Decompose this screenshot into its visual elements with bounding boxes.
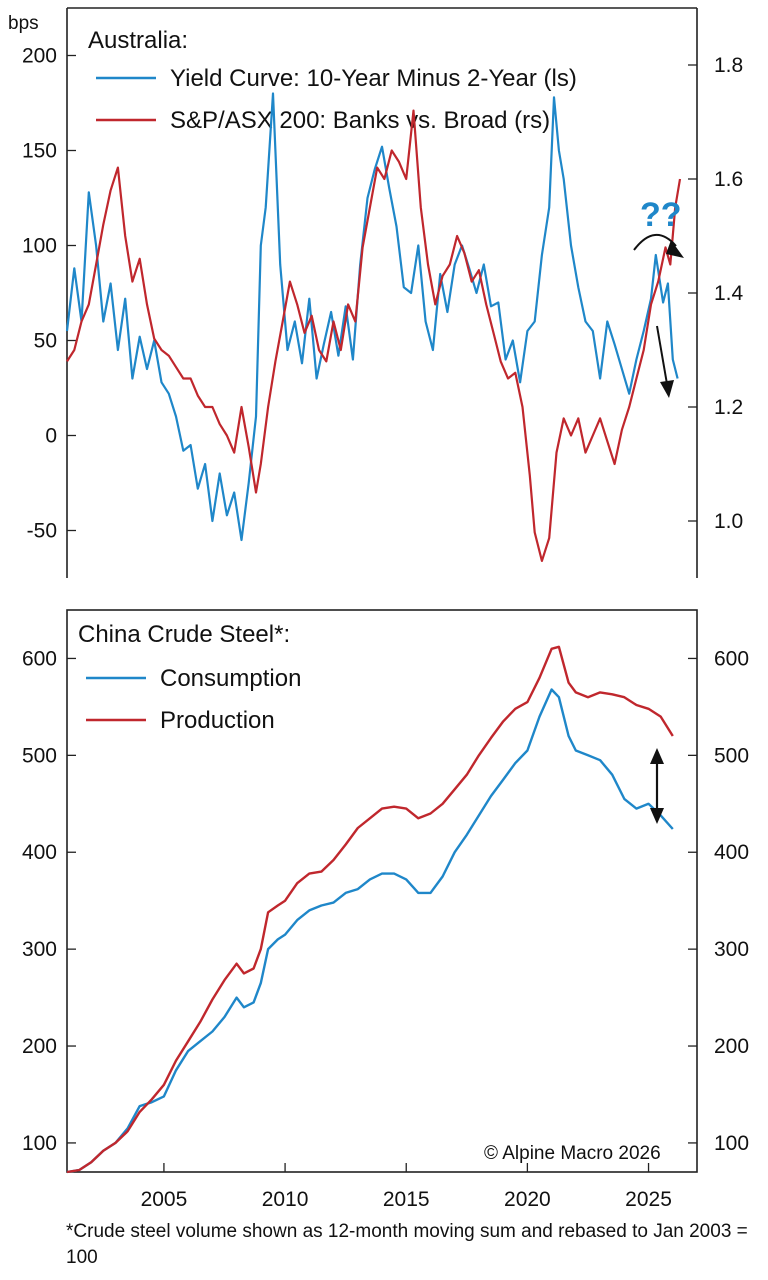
bottom-left-tick-label: 600 <box>22 647 57 670</box>
bottom-left-tick-label: 200 <box>22 1035 57 1058</box>
bottom-left-tick-label: 500 <box>22 744 57 767</box>
x-axis-tick-label: 2025 <box>625 1188 672 1211</box>
top-right-tick-label: 1.8 <box>714 54 743 77</box>
top-chart-title: Australia: <box>88 27 188 54</box>
top-left-tick-label: 0 <box>45 425 57 448</box>
legend-label-banks: S&P/ASX 200: Banks vs. Broad (rs) <box>170 107 550 134</box>
x-axis-tick-group: 2005 2010 2015 2020 2025 <box>141 1163 672 1211</box>
consumption-series-line <box>66 688 674 1174</box>
chart-area: -50 0 50 100 150 200 1.0 1.2 1.4 1.6 1.8 bps Aust… <box>8 7 749 1211</box>
top-panel: -50 0 50 100 150 200 1.0 1.2 1.4 1.6 1.8 bps Aust… <box>8 7 744 578</box>
bottom-right-tick-label: 300 <box>714 938 749 961</box>
credit-label: © Alpine Macro 2026 <box>484 1143 661 1164</box>
bottom-frame <box>66 609 698 1173</box>
legend-label-yield-curve: Yield Curve: 10-Year Minus 2-Year (ls) <box>170 65 577 92</box>
top-right-tick-label: 1.0 <box>714 510 743 533</box>
gap-arrow-down-head-icon <box>650 808 664 824</box>
bottom-panel: 100 200 300 400 500 600 100 200 300 400 500 600 20… <box>22 609 749 1211</box>
x-axis-tick-label: 2005 <box>141 1188 188 1211</box>
bps-unit-label: bps <box>8 13 39 34</box>
banks-series-line <box>66 109 682 562</box>
bottom-right-tick-group: 100 200 300 400 500 600 <box>688 647 749 1155</box>
production-series-line <box>66 645 674 1174</box>
bottom-left-tick-group: 100 200 300 400 500 600 <box>22 647 76 1155</box>
x-axis-tick-label: 2020 <box>504 1188 551 1211</box>
bottom-right-tick-label: 500 <box>714 744 749 767</box>
bottom-left-tick-label: 100 <box>22 1132 57 1155</box>
top-left-tick-label: 200 <box>22 45 57 68</box>
legend-label-production: Production <box>160 707 275 734</box>
top-left-tick-label: -50 <box>27 520 57 543</box>
x-axis-tick-label: 2015 <box>383 1188 430 1211</box>
top-right-tick-label: 1.4 <box>714 282 744 305</box>
top-left-tick-label: 100 <box>22 235 57 258</box>
curved-arrow-head-icon <box>666 240 684 258</box>
bottom-right-tick-label: 400 <box>714 841 749 864</box>
top-left-tick-label: 150 <box>22 140 57 163</box>
legend-label-consumption: Consumption <box>160 665 301 692</box>
top-left-tick-label: 50 <box>34 330 57 353</box>
bottom-right-tick-label: 600 <box>714 647 749 670</box>
footnote: *Crude steel volume shown as 12-month mo… <box>66 1221 748 1268</box>
gap-arrow-up-head-icon <box>650 748 664 764</box>
x-axis-tick-label: 2010 <box>262 1188 309 1211</box>
down-arrow-annotation <box>656 325 668 385</box>
question-mark-annotation: ?? <box>640 196 682 234</box>
bottom-chart-title: China Crude Steel*: <box>78 621 290 648</box>
yield-curve-series-line <box>65 92 679 542</box>
top-right-tick-label: 1.2 <box>714 396 743 419</box>
bottom-right-tick-label: 200 <box>714 1035 749 1058</box>
bottom-right-tick-label: 100 <box>714 1132 749 1155</box>
bottom-left-tick-label: 300 <box>22 938 57 961</box>
top-right-tick-label: 1.6 <box>714 168 743 191</box>
top-left-tick-group: -50 0 50 100 150 200 <box>22 45 76 543</box>
bottom-left-tick-label: 400 <box>22 841 57 864</box>
top-right-tick-group: 1.0 1.2 1.4 1.6 1.8 <box>688 54 744 533</box>
down-arrow-head-icon <box>660 380 674 398</box>
